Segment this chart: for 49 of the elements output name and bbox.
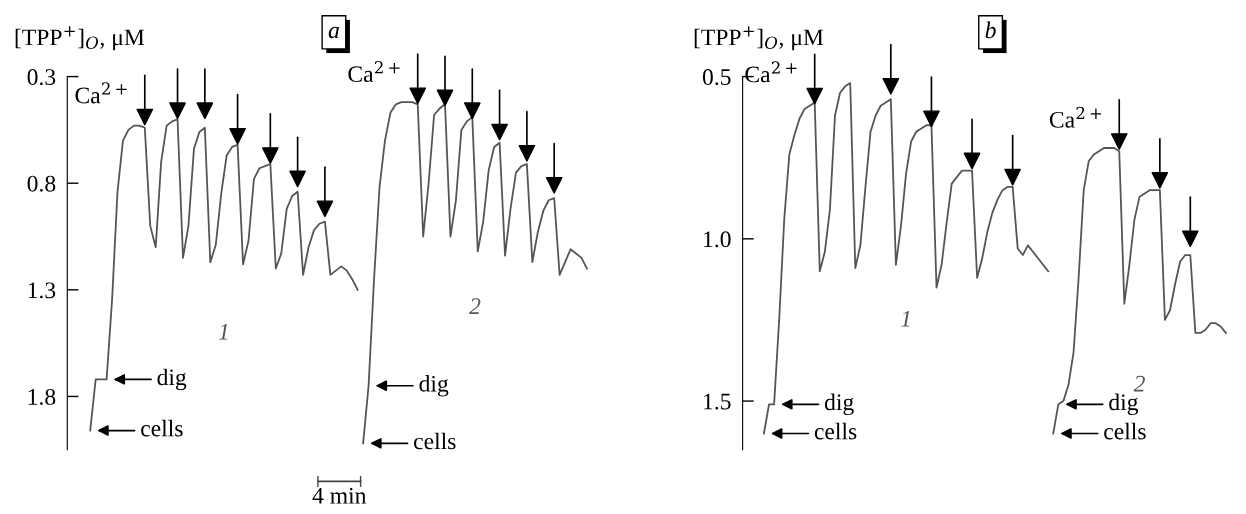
text: 1 <box>218 323 228 340</box>
point <box>491 123 508 141</box>
point <box>289 170 306 188</box>
annotation: Ca$^{2+}$ <box>745 61 797 83</box>
point <box>882 77 900 95</box>
point <box>463 102 481 120</box>
point <box>1004 168 1021 186</box>
point <box>545 177 563 194</box>
y-tick-label: 1.0 <box>704 231 731 248</box>
text: 2 <box>1133 375 1145 392</box>
y-axis-title: [TPP$^{+}$]$_{O}$, μM <box>15 26 145 51</box>
series-label: 2 <box>469 298 481 314</box>
y-axis-title: [TPP$^{+}$]$_{O}$, μM <box>694 26 824 51</box>
point <box>1110 133 1128 150</box>
point <box>963 152 981 170</box>
y-tick-label: 1.8 <box>28 388 56 405</box>
text: 4 min <box>312 487 367 504</box>
point <box>196 102 214 120</box>
point <box>409 87 427 105</box>
y-tick-label: 1.5 <box>704 393 731 410</box>
y-tick-label: 0.5 <box>702 69 731 86</box>
point <box>806 87 824 105</box>
chart-title: b <box>985 21 996 39</box>
point <box>923 110 940 128</box>
point <box>262 147 279 164</box>
annotation: Ca$^{2+}$ <box>1049 106 1102 128</box>
annotation: cells <box>414 432 456 450</box>
point <box>229 127 246 145</box>
point <box>316 200 334 218</box>
series-label: 1 <box>901 310 910 327</box>
annotation: cells <box>814 422 857 440</box>
y-tick-label: 0.8 <box>27 175 56 192</box>
chart-title: a <box>328 26 339 39</box>
annotation: Ca$^{2+}$ <box>75 82 127 104</box>
y-tick-label: 1.3 <box>28 282 56 299</box>
y-tick-label: 0.3 <box>27 69 56 86</box>
annotation: cells <box>1104 422 1146 440</box>
point <box>169 102 186 120</box>
annotation: dig <box>824 393 854 416</box>
point <box>1181 230 1199 248</box>
annotation: dig <box>157 368 187 391</box>
point <box>1151 172 1169 189</box>
annotation: dig <box>1109 393 1139 416</box>
annotation: dig <box>419 375 449 397</box>
point <box>436 89 454 107</box>
point <box>518 145 536 162</box>
annotation: Ca$^{2+}$ <box>348 61 400 83</box>
point <box>136 108 154 126</box>
annotation: cells <box>141 419 183 437</box>
